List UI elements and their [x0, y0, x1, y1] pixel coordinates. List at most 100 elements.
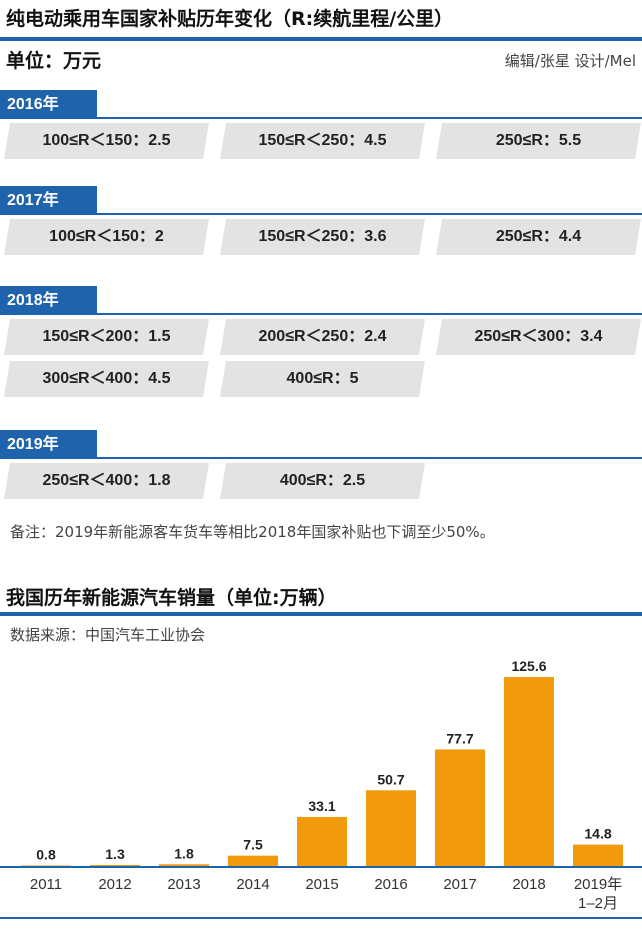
x-tick-label-line: 2018	[512, 876, 545, 893]
subsidy-tile-label: 150≤R＜200：1.5	[42, 328, 171, 345]
bar	[435, 749, 485, 867]
tile-background	[4, 361, 209, 397]
tile-background	[436, 219, 641, 255]
subsidy-tile: 400≤R：5	[220, 361, 425, 397]
x-tick-label-line: 1–2月	[578, 895, 618, 912]
tile-shape	[4, 361, 209, 397]
subsidy-tile: 150≤R＜200：1.5	[4, 319, 209, 355]
x-tick-label-line: 2016	[374, 876, 407, 893]
bar	[366, 790, 416, 867]
chart-title: 我国历年新能源汽车销量（单位:万辆）	[6, 587, 337, 609]
tile-background	[436, 123, 641, 159]
year-tag: 2017年	[0, 186, 97, 215]
bar	[573, 844, 623, 867]
subsidy-tile: 200≤R＜250：2.4	[220, 319, 425, 355]
x-tick-label: 2015	[305, 876, 338, 893]
tile-shape	[220, 361, 425, 397]
x-tick-label: 2012	[98, 876, 131, 893]
sales-bar-chart: 0.8 2011 1.3 2012 1.8 2013 7.5 2014 33.1 2015 50.7…	[0, 658, 642, 919]
bar	[159, 864, 209, 867]
bar	[504, 677, 554, 867]
tile-shape	[4, 463, 209, 499]
subsidy-tile: 250≤R＜400：1.8	[4, 463, 209, 499]
tile-background	[220, 319, 425, 355]
tile-background	[4, 463, 209, 499]
tile-shape	[4, 219, 209, 255]
year-divider	[0, 117, 642, 119]
x-tick-label-line: 2014	[236, 876, 269, 893]
year-divider	[0, 457, 642, 459]
bar	[297, 816, 347, 867]
subsidy-tile-label: 300≤R＜400：4.5	[42, 370, 171, 387]
tile-background	[220, 463, 425, 499]
year-divider	[0, 213, 642, 215]
tile-shape	[220, 319, 425, 355]
tile-shape	[436, 319, 641, 355]
bar-value-label: 1.8	[174, 845, 194, 861]
year-tag: 2019年	[0, 430, 97, 459]
subsidy-tile-label: 150≤R＜250：4.5	[258, 132, 387, 149]
main-title: 纯电动乘用车国家补贴历年变化（R:续航里程/公里）	[6, 8, 454, 30]
title-rule	[0, 37, 642, 41]
credit-line: 编辑/张星 设计/Mel	[504, 52, 636, 70]
bar-value-label: 1.3	[105, 846, 125, 862]
subsidy-tile: 150≤R＜250：3.6	[220, 219, 425, 255]
x-tick-label-line: 2019年	[574, 876, 622, 893]
bar-value-label: 50.7	[377, 771, 404, 787]
tile-background	[436, 319, 641, 355]
bar-value-label: 33.1	[308, 798, 335, 814]
bar	[228, 855, 278, 867]
x-tick-label: 2014	[236, 876, 269, 893]
subsidy-tile: 250≤R＜300：3.4	[436, 319, 641, 355]
x-tick-label-line: 2017	[443, 876, 476, 893]
subsidy-tile: 150≤R＜250：4.5	[220, 123, 425, 159]
bar-value-label: 14.8	[584, 826, 611, 842]
tile-background	[4, 123, 209, 159]
subsidy-tile-label: 100≤R＜150：2	[49, 228, 164, 245]
subsidy-tile-label: 400≤R：5	[286, 370, 359, 387]
x-tick-label-line: 2011	[30, 876, 62, 893]
tile-shape	[436, 219, 641, 255]
tile-background	[220, 361, 425, 397]
x-tick-label: 2013	[167, 876, 200, 893]
subsidy-tile-label: 150≤R＜250：3.6	[258, 228, 387, 245]
x-tick-label-line: 2012	[98, 876, 131, 893]
x-tick-label-line: 2013	[167, 876, 200, 893]
subsidy-tile: 250≤R：4.4	[436, 219, 641, 255]
tile-background	[220, 123, 425, 159]
tile-background	[4, 219, 209, 255]
subsidy-tile: 250≤R：5.5	[436, 123, 641, 159]
tile-shape	[220, 463, 425, 499]
subsidy-tile: 300≤R＜400：4.5	[4, 361, 209, 397]
year-tag: 2018年	[0, 286, 97, 315]
unit-label: 单位：万元	[6, 50, 102, 72]
subsidy-tile-label: 400≤R：2.5	[279, 472, 366, 489]
subsidy-tile: 400≤R：2.5	[220, 463, 425, 499]
footnote: 备注：2019年新能源客车货车等相比2018年国家补贴也下调至少50%。	[10, 523, 495, 541]
tile-shape	[4, 319, 209, 355]
x-tick-label: 2018	[512, 876, 545, 893]
tile-background	[220, 219, 425, 255]
bar-value-label: 77.7	[446, 730, 473, 746]
tile-shape	[4, 123, 209, 159]
x-tick-label: 2011	[30, 876, 62, 893]
chart-title-rule	[0, 612, 642, 616]
subsidy-tile: 100≤R＜150：2.5	[4, 123, 209, 159]
year-tag: 2016年	[0, 90, 97, 119]
bar-value-label: 0.8	[36, 847, 56, 863]
subsidy-tile: 100≤R＜150：2	[4, 219, 209, 255]
data-source: 数据来源：中国汽车工业协会	[10, 626, 206, 644]
subsidy-tile-label: 250≤R：5.5	[495, 132, 582, 149]
x-tick-label: 2017	[443, 876, 476, 893]
subsidy-tile-label: 100≤R＜150：2.5	[42, 132, 171, 149]
x-tick-label-line: 2015	[305, 876, 338, 893]
tile-shape	[436, 123, 641, 159]
subsidy-tile-label: 250≤R＜400：1.8	[42, 472, 171, 489]
tile-shape	[220, 219, 425, 255]
x-tick-label: 2019年 1–2月	[574, 876, 622, 912]
subsidy-tile-label: 200≤R＜250：2.4	[258, 328, 387, 345]
subsidy-tile-label: 250≤R＜300：3.4	[474, 328, 603, 345]
bar-value-label: 7.5	[243, 837, 263, 853]
x-tick-label: 2016	[374, 876, 407, 893]
bar-value-label: 125.6	[511, 658, 546, 674]
